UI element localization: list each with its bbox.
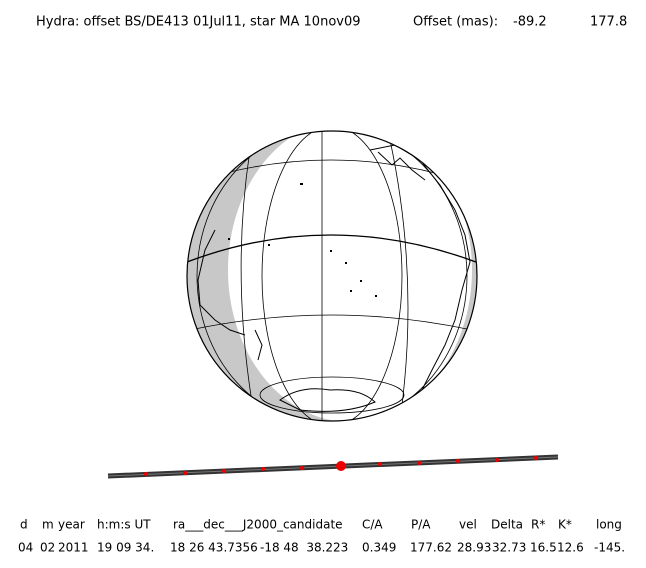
table-cell: 04 [18, 541, 33, 555]
event-point [336, 461, 346, 471]
column-header: Delta [491, 518, 523, 532]
column-header: P/A [411, 518, 431, 532]
offset-label: Offset (mas): [413, 15, 498, 30]
table-cell: 28.93 [457, 541, 491, 555]
table-cell: -18 48 38.223 [260, 541, 348, 555]
table-cell: 0.349 [362, 541, 396, 555]
globe-day [228, 131, 472, 421]
table-cell: 32.73 [492, 541, 526, 555]
table-cell: 18 26 43.7356 [170, 541, 258, 555]
table-cell: 02 [40, 541, 55, 555]
column-header: ra___dec___J2000_candidate [173, 518, 343, 532]
column-header: year [58, 518, 85, 532]
graticule [187, 131, 477, 421]
globe [186, 130, 478, 422]
column-header: R* [531, 518, 545, 532]
shadow-track [107, 454, 559, 479]
column-header: h:m:s UT [97, 518, 151, 532]
table-cell: 16.5 [530, 541, 557, 555]
event-table: d m year h:m:s UT ra___dec___J2000_candidate… [18, 518, 625, 555]
table-cell: -145. [594, 541, 625, 555]
column-header: K* [558, 518, 572, 532]
table-cell: 12.6 [557, 541, 584, 555]
column-header: vel [459, 518, 477, 532]
table-cell: 177.62 [410, 541, 452, 555]
islands [228, 183, 377, 297]
column-header: C/A [362, 518, 383, 532]
column-header: long [596, 518, 622, 532]
title: Hydra: offset BS/DE413 01Jul11, star MA … [36, 15, 361, 30]
offset-x: -89.2 [513, 15, 547, 30]
column-header: m [42, 518, 54, 532]
offset-y: 177.8 [590, 15, 627, 30]
column-header: d [20, 518, 28, 532]
table-cell: 2011 [58, 541, 89, 555]
table-cell: 19 09 34. [97, 541, 154, 555]
